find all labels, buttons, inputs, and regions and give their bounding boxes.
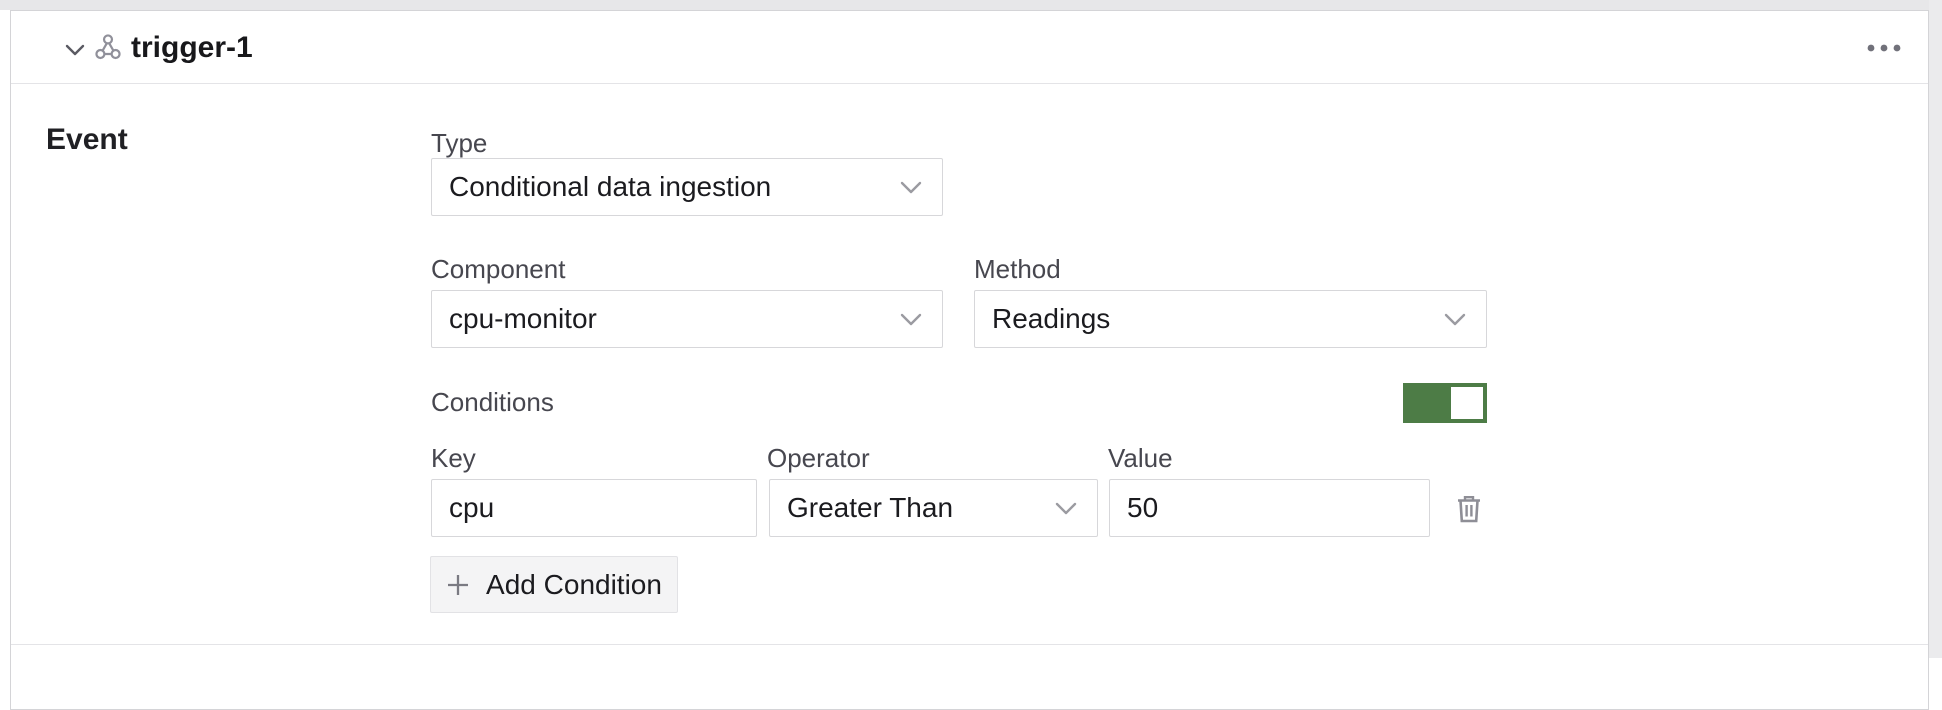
add-condition-label: Add Condition [486, 568, 662, 600]
key-input[interactable] [431, 479, 757, 537]
card-menu-button[interactable] [1864, 35, 1904, 61]
type-field-label: Type [431, 128, 488, 158]
ellipsis-icon [1867, 44, 1901, 52]
top-margin-strip [0, 0, 1942, 10]
method-dropdown-value: Readings [992, 303, 1111, 334]
method-field-label: Method [974, 254, 1061, 284]
trash-icon [1456, 494, 1482, 524]
type-dropdown-value: Conditional data ingestion [449, 171, 772, 202]
chevron-down-icon [1444, 313, 1466, 326]
component-dropdown[interactable]: cpu-monitor [431, 290, 943, 348]
conditions-label: Conditions [431, 387, 554, 417]
right-margin-strip [1929, 0, 1942, 658]
component-field-label: Component [431, 254, 566, 284]
operator-dropdown-value: Greater Than [787, 492, 954, 523]
conditions-toggle[interactable] [1403, 383, 1487, 423]
trigger-title: trigger-1 [131, 31, 253, 64]
delete-condition-button[interactable] [1452, 492, 1486, 526]
add-condition-button[interactable]: Add Condition [430, 556, 678, 613]
operator-field-label: Operator [767, 443, 870, 473]
trigger-icon [94, 33, 122, 61]
section-divider [11, 644, 1928, 645]
chevron-down-icon [900, 181, 922, 194]
value-input[interactable] [1109, 479, 1430, 537]
operator-dropdown[interactable]: Greater Than [769, 479, 1098, 537]
chevron-down-icon [65, 44, 85, 56]
event-section-label: Event [46, 123, 128, 156]
trigger-card: trigger-1 Event Type Conditional data in… [10, 10, 1929, 710]
chevron-down-icon [1055, 502, 1077, 515]
method-dropdown[interactable]: Readings [974, 290, 1487, 348]
toggle-knob [1451, 387, 1483, 419]
key-field-label: Key [431, 443, 476, 473]
collapse-button[interactable] [60, 38, 90, 62]
trigger-card-header: trigger-1 [11, 11, 1928, 84]
chevron-down-icon [900, 313, 922, 326]
plus-icon [446, 573, 470, 597]
component-dropdown-value: cpu-monitor [449, 303, 597, 334]
value-field-label: Value [1108, 443, 1173, 473]
type-dropdown[interactable]: Conditional data ingestion [431, 158, 943, 216]
